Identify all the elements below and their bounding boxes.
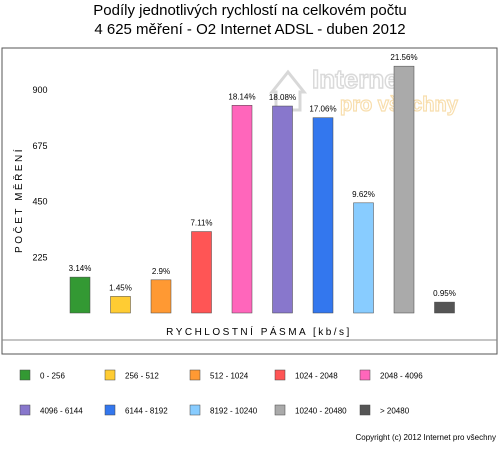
y-tick-label: 225 (32, 252, 47, 262)
bar (231, 105, 253, 314)
bar (393, 65, 415, 314)
legend-swatch (274, 404, 286, 416)
bar (312, 117, 334, 314)
legend-swatch (104, 404, 116, 416)
y-tick-label: 900 (32, 85, 47, 95)
y-axis-label: POČET MĚŘENÍ (12, 147, 25, 253)
legend-swatch (19, 369, 31, 381)
data-label: 17.06% (309, 105, 336, 114)
copyright: Copyright (c) 2012 Internet pro všechny (355, 433, 496, 442)
data-label: 9.62% (352, 190, 375, 199)
legend-label: 6144 - 8192 (125, 407, 168, 416)
legend-swatch (189, 404, 201, 416)
y-tick-label: 675 (32, 141, 47, 151)
bar (69, 276, 91, 314)
data-label: 0.95% (433, 289, 456, 298)
data-label: 7.11% (190, 219, 212, 228)
bar (434, 301, 455, 314)
chart-title-line2: 4 625 měření - O2 Internet ADSL - duben … (94, 21, 405, 38)
legend-label: 512 - 1024 (210, 372, 249, 381)
data-label: 1.45% (109, 283, 132, 292)
legend-swatch (359, 404, 371, 416)
chart-title-line1: Podíly jednotlivých rychlostí na celkové… (93, 2, 406, 19)
bar (110, 296, 131, 314)
legend-label: 2048 - 4096 (380, 372, 423, 381)
house-icon (268, 69, 308, 112)
watermark: Internet pro všechny (268, 63, 459, 117)
legend-swatch (274, 369, 286, 381)
legend-swatch (19, 404, 31, 416)
legend-swatch (359, 369, 371, 381)
watermark-line1: Internet (312, 64, 408, 94)
bar (353, 202, 374, 314)
bar (150, 279, 172, 314)
data-label: 18.14% (228, 92, 255, 101)
data-label: 3.14% (69, 264, 92, 273)
legend-label: 256 - 512 (125, 372, 159, 381)
legend-label: 10240 - 20480 (295, 407, 347, 416)
bar (191, 231, 212, 314)
x-axis-label: RYCHLOSTNÍ PÁSMA [kb/s] (166, 325, 352, 338)
bar (272, 105, 293, 314)
legend-label: 1024 - 2048 (295, 372, 338, 381)
legend-label: 8192 - 10240 (210, 407, 258, 416)
data-label: 18.08% (269, 93, 296, 102)
chart-frame (1, 47, 498, 355)
data-label: 2.9% (152, 267, 170, 276)
data-label: 21.56% (390, 53, 417, 62)
y-tick-label: 450 (32, 197, 47, 207)
legend-swatch (104, 369, 116, 381)
legend-label: > 20480 (380, 407, 410, 416)
legend-label: 4096 - 6144 (40, 407, 83, 416)
legend-swatch (189, 369, 201, 381)
legend-label: 0 - 256 (40, 372, 65, 381)
